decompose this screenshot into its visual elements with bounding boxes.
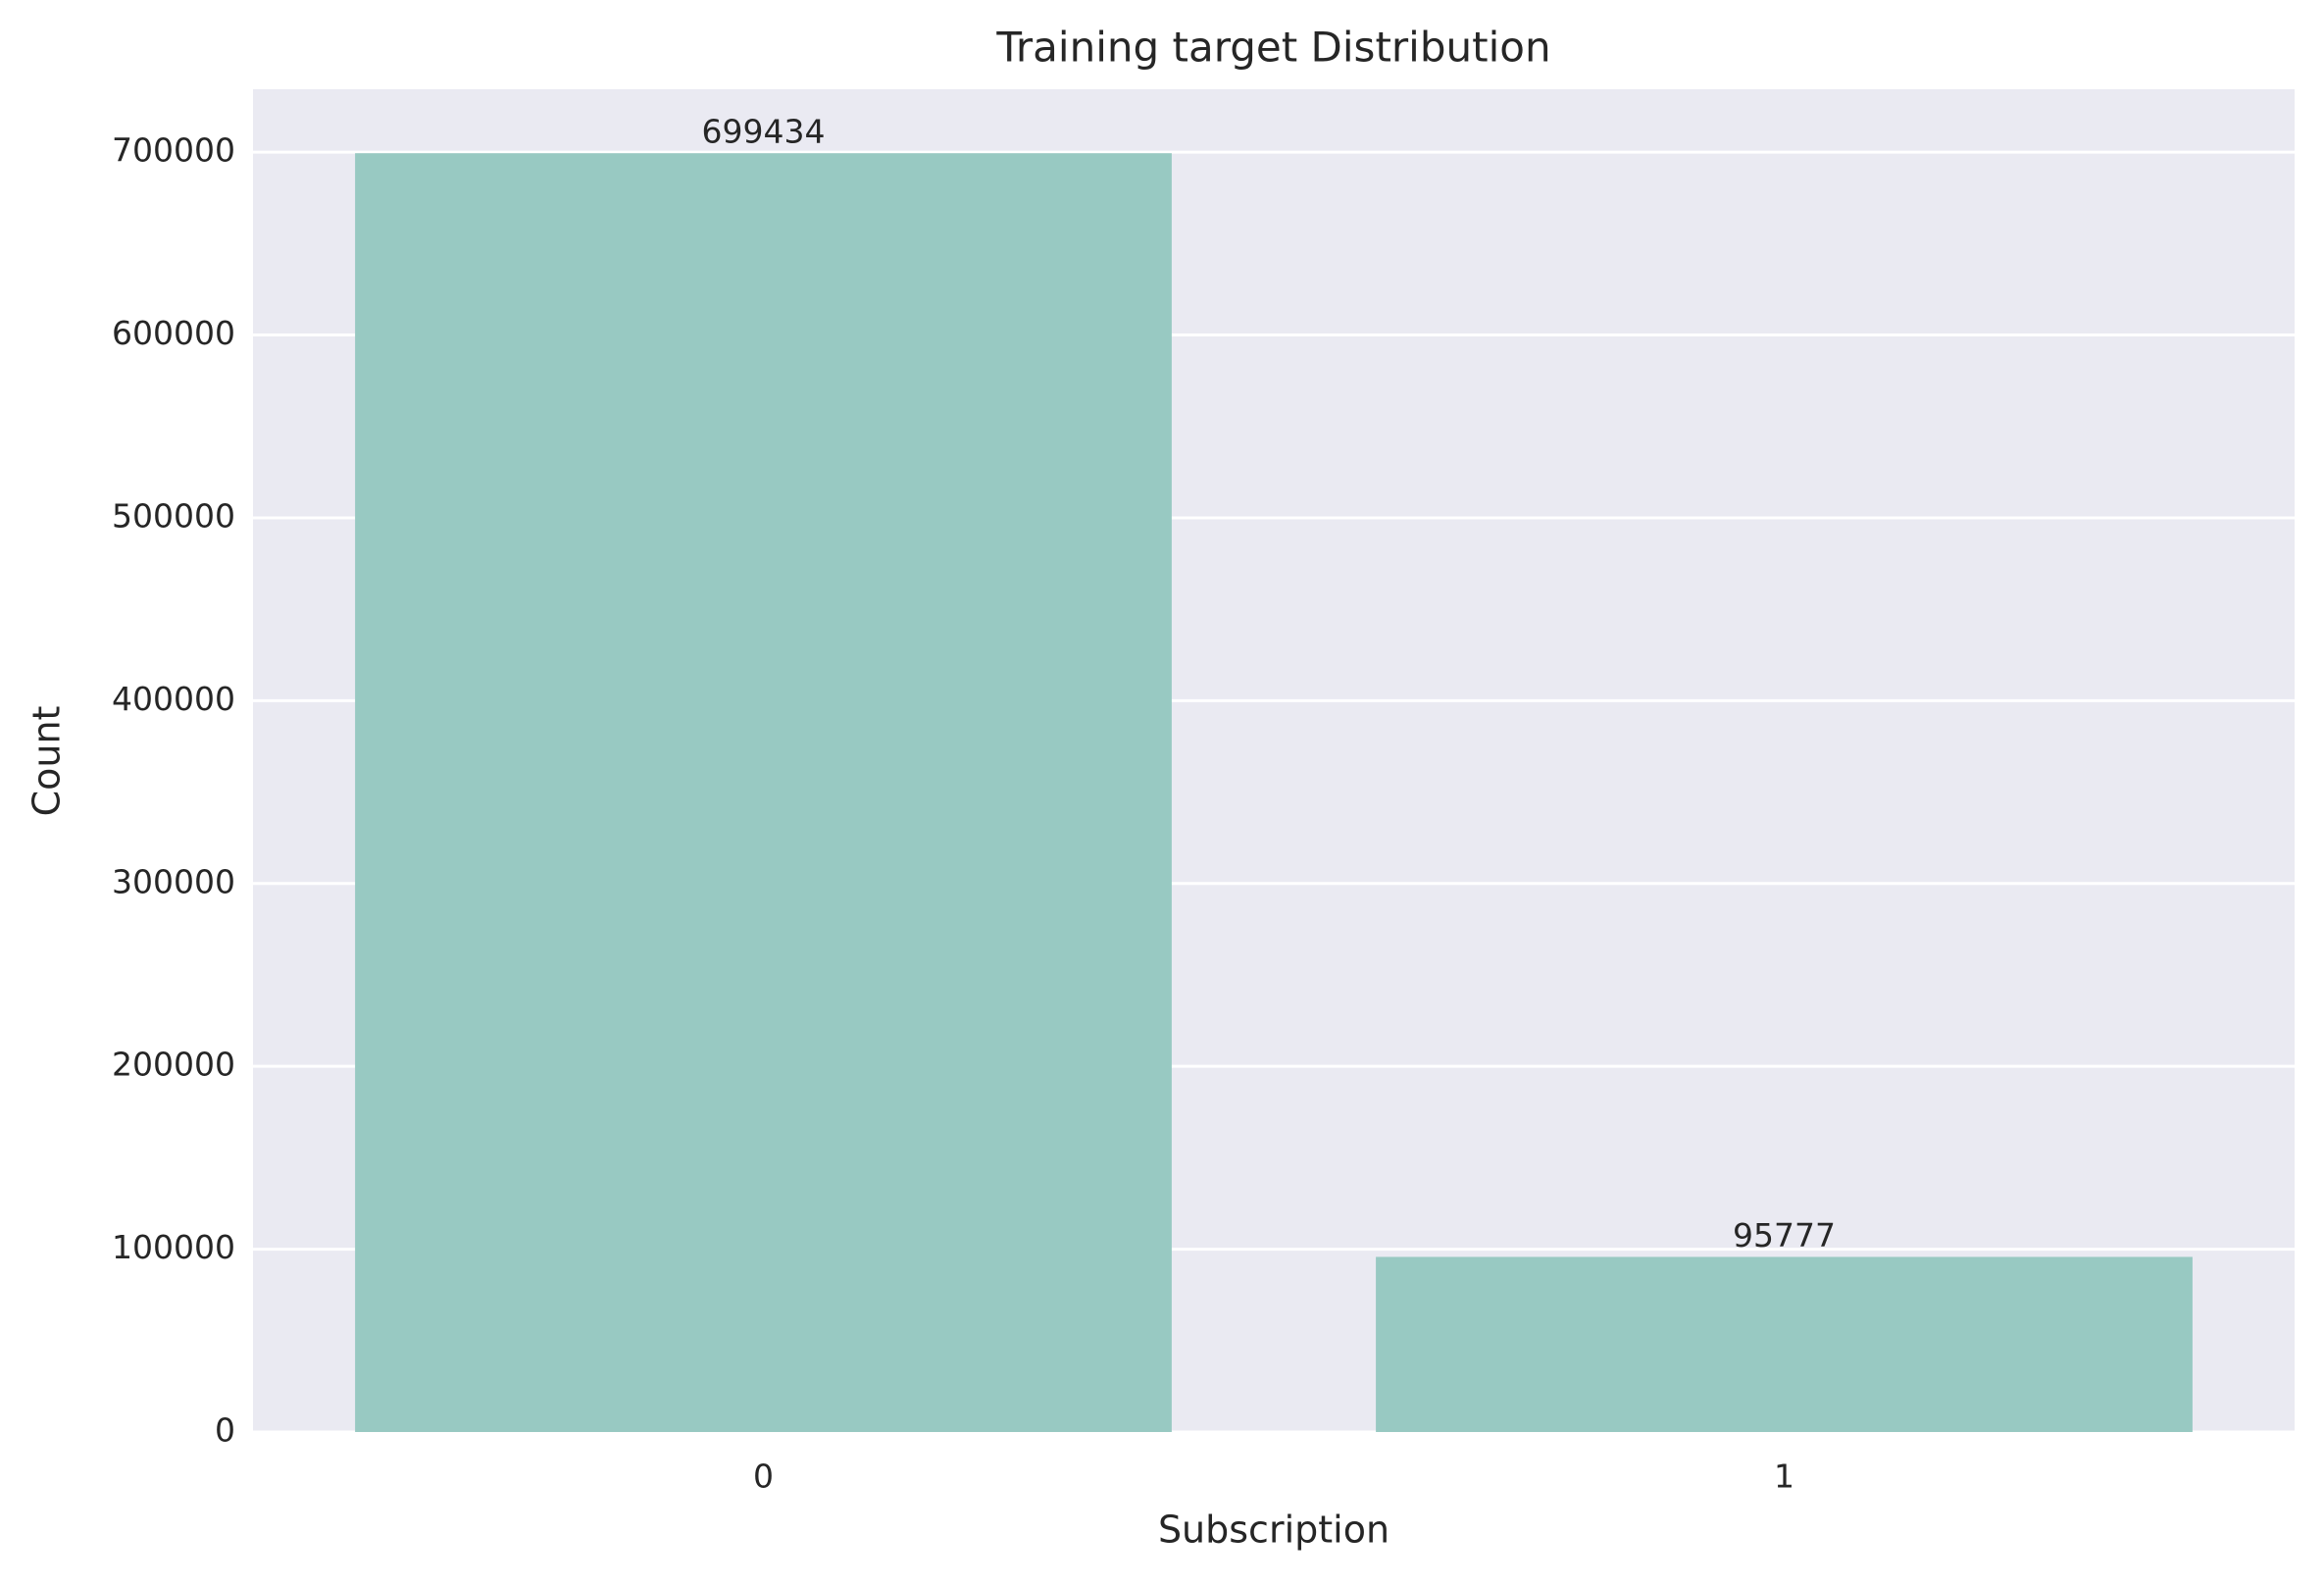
y-tick-label: 600000 (112, 314, 235, 352)
value-label: 95777 (1733, 1216, 1836, 1254)
bar (355, 153, 1172, 1432)
y-tick-label: 0 (215, 1411, 235, 1450)
x-axis-label: Subscription (1158, 1509, 1389, 1552)
x-tick-label: 1 (1774, 1458, 1794, 1496)
y-tick-label: 400000 (112, 680, 235, 718)
y-tick-label: 200000 (112, 1046, 235, 1084)
chart-title: Training target Distribution (995, 24, 1550, 72)
y-tick-label: 100000 (112, 1228, 235, 1266)
y-tick-label: 500000 (112, 496, 235, 535)
y-tick-label: 300000 (112, 862, 235, 900)
value-label: 699434 (702, 113, 826, 151)
y-tick-label: 700000 (112, 131, 235, 170)
y-axis-label: Count (25, 706, 69, 817)
bar (1376, 1256, 2193, 1432)
x-tick-label: 0 (753, 1458, 774, 1496)
